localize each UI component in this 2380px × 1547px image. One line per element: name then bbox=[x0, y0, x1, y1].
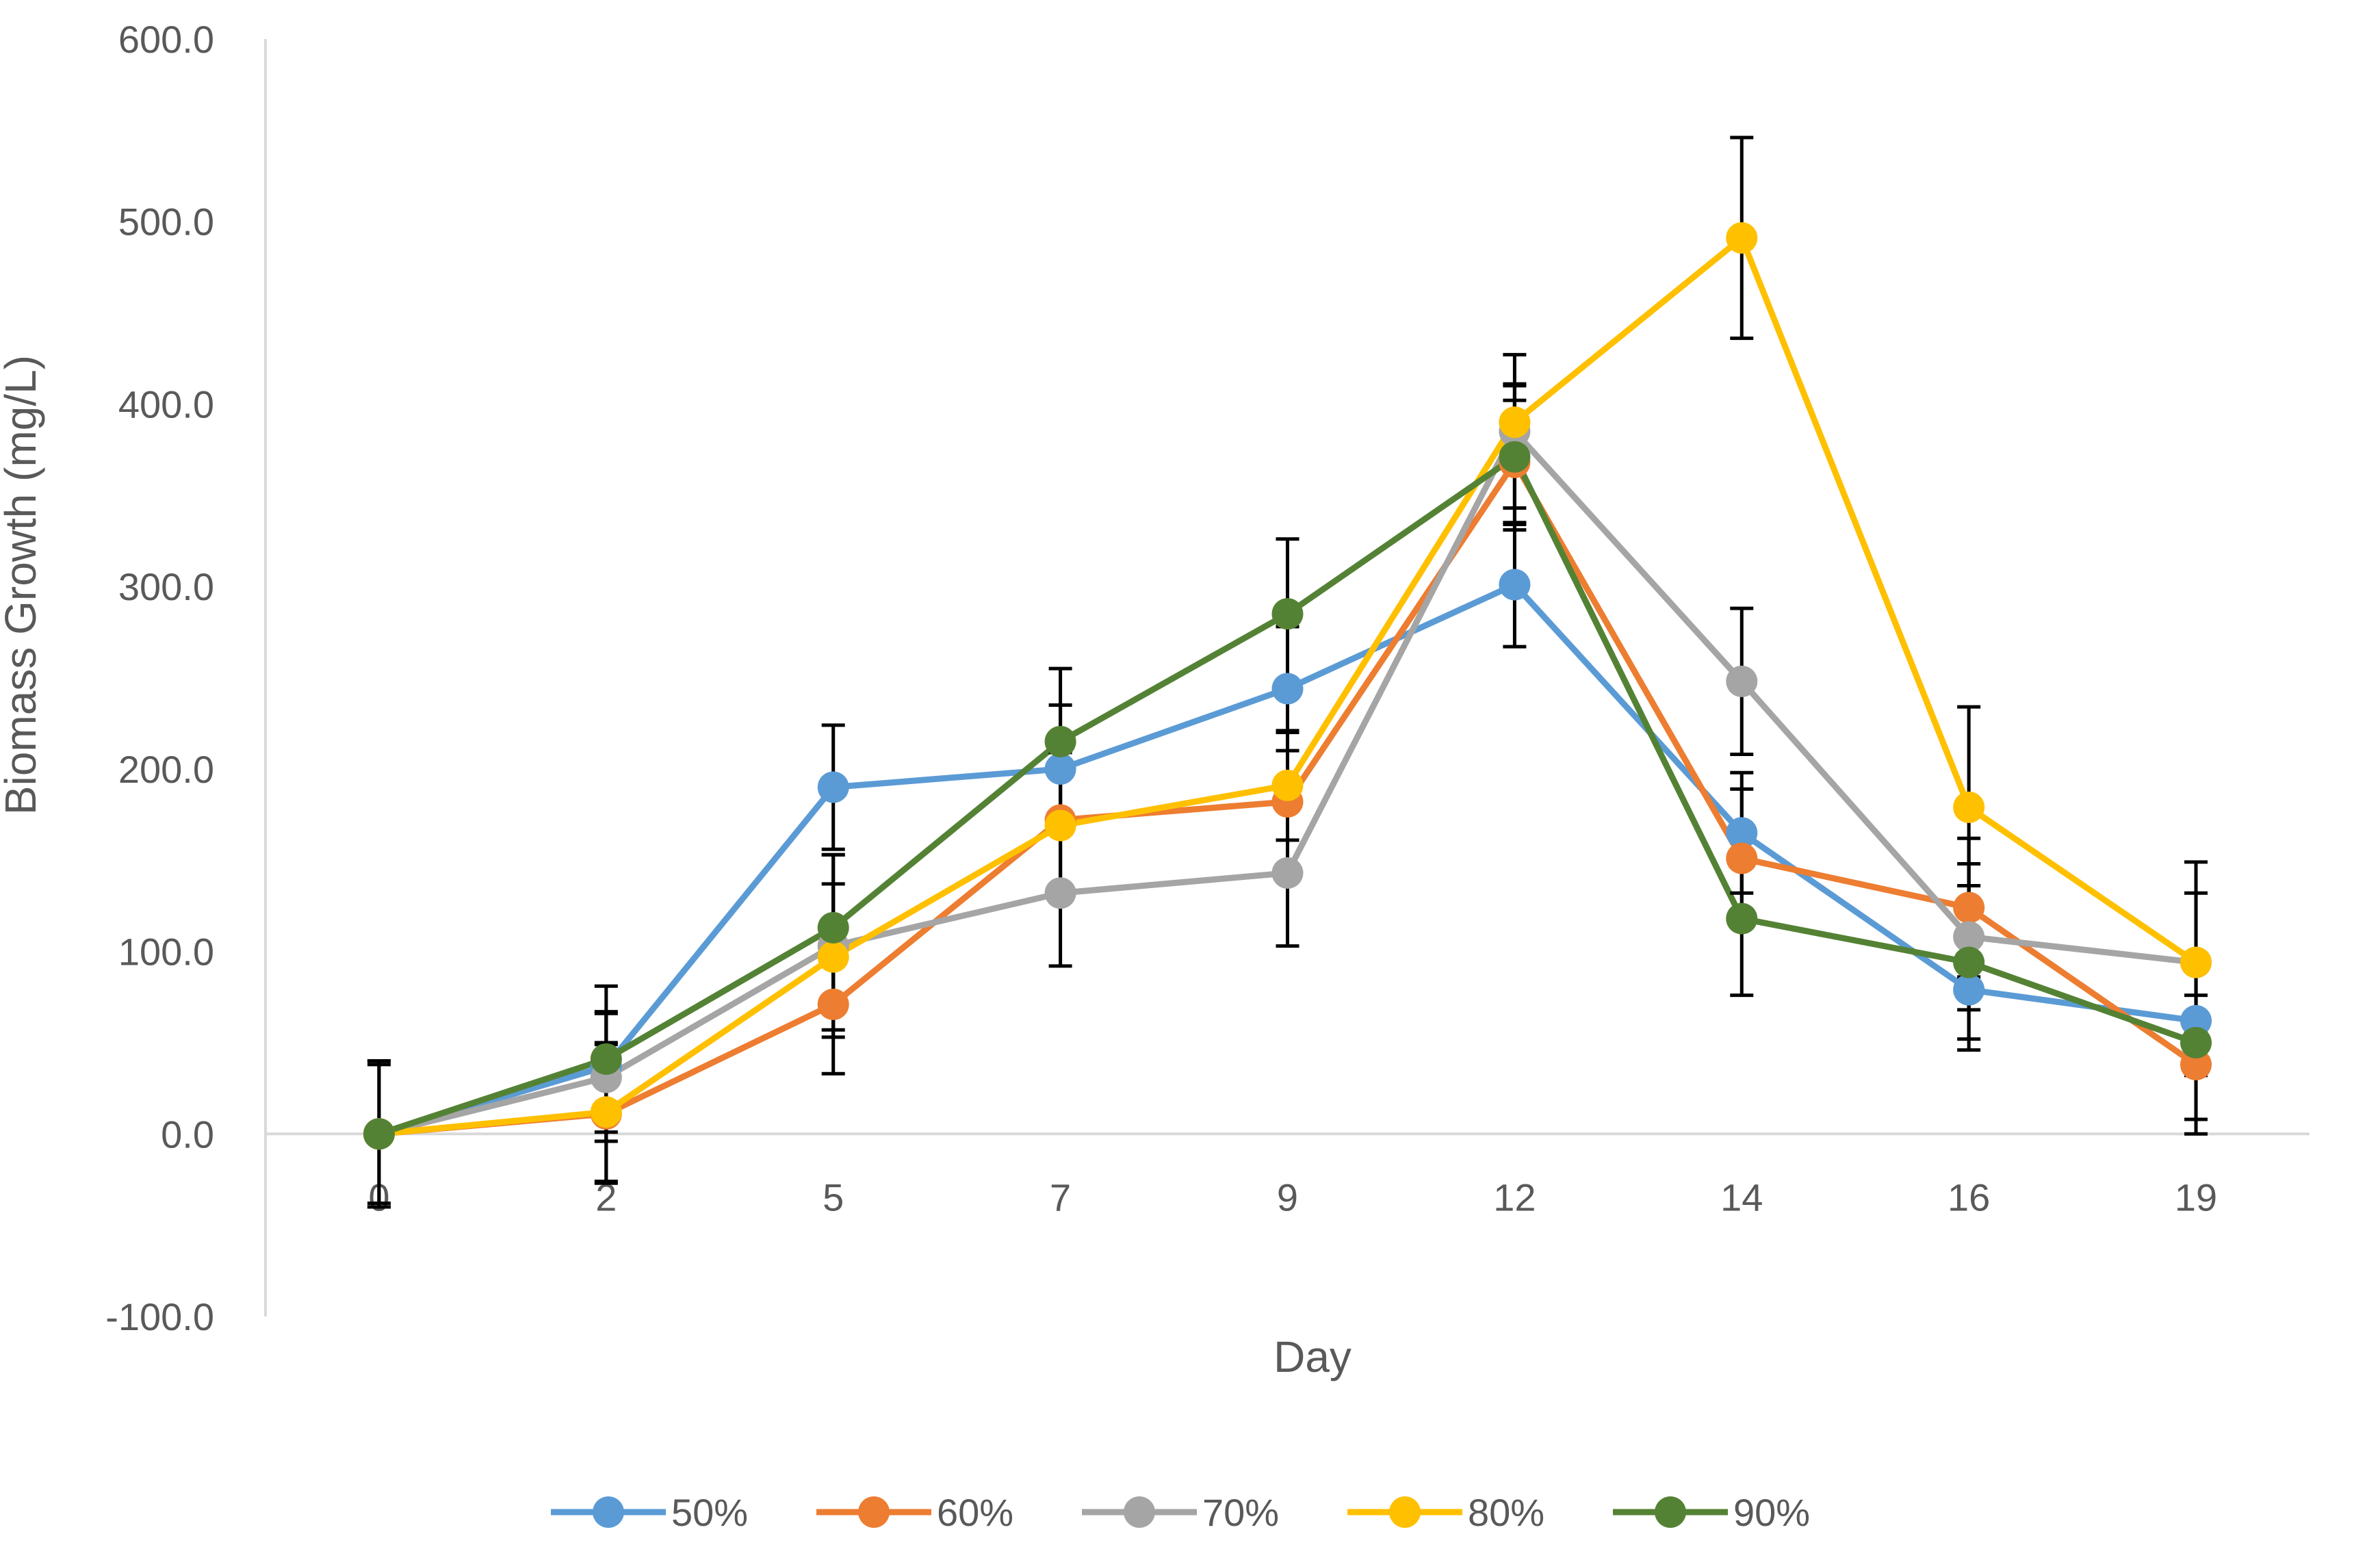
y-tick-label: -100.0 bbox=[105, 1295, 214, 1338]
legend-item: 90% bbox=[1613, 1491, 1810, 1534]
x-tick-label: 7 bbox=[1050, 1175, 1071, 1219]
legend-label: 80% bbox=[1468, 1491, 1544, 1534]
x-tick-label: 16 bbox=[1948, 1175, 1990, 1219]
legend-marker bbox=[858, 1496, 890, 1528]
data-point bbox=[1726, 842, 1758, 874]
legend-item: 70% bbox=[1082, 1491, 1279, 1534]
y-tick-label: 100.0 bbox=[118, 931, 214, 974]
data-point bbox=[1044, 753, 1076, 785]
data-point bbox=[817, 911, 849, 944]
legend-item: 80% bbox=[1347, 1491, 1544, 1534]
error-bars bbox=[367, 135, 2208, 1209]
legend-label: 60% bbox=[937, 1491, 1013, 1534]
x-tick-label: 5 bbox=[823, 1175, 844, 1219]
y-tick-label: 300.0 bbox=[118, 565, 214, 608]
data-point bbox=[2180, 946, 2212, 978]
legend-marker bbox=[1389, 1496, 1421, 1528]
legend-label: 50% bbox=[671, 1491, 748, 1534]
data-point bbox=[1726, 222, 1758, 254]
y-tick-label: 600.0 bbox=[118, 18, 214, 61]
data-point bbox=[817, 988, 849, 1020]
data-point bbox=[363, 1118, 395, 1150]
data-point bbox=[1271, 598, 1304, 630]
data-point bbox=[1726, 665, 1758, 697]
y-tick-label: 400.0 bbox=[118, 382, 214, 426]
legend-marker bbox=[1124, 1496, 1155, 1528]
data-point bbox=[1499, 441, 1531, 473]
series-markers bbox=[363, 222, 2212, 1150]
data-point bbox=[2180, 1048, 2212, 1080]
legend-item: 50% bbox=[551, 1491, 748, 1534]
data-point bbox=[1271, 857, 1304, 889]
data-point bbox=[1044, 725, 1076, 757]
data-point bbox=[1044, 877, 1076, 909]
x-tick-label: 12 bbox=[1493, 1175, 1536, 1219]
data-point bbox=[1499, 569, 1531, 601]
y-tick-label: 500.0 bbox=[118, 200, 214, 244]
data-point bbox=[1953, 946, 1985, 978]
x-tick-label: 9 bbox=[1277, 1175, 1298, 1219]
x-tick-label: 14 bbox=[1720, 1175, 1763, 1219]
data-point bbox=[2180, 1004, 2212, 1037]
legend: 50% 60% 70% 80% 90% bbox=[551, 1491, 1810, 1534]
data-point bbox=[1953, 974, 1985, 1006]
legend-marker bbox=[1655, 1496, 1686, 1528]
data-point bbox=[2180, 1026, 2212, 1058]
data-point bbox=[1044, 809, 1076, 842]
data-point bbox=[1726, 902, 1758, 935]
y-tick-labels: 600.0 500.0 400.0 300.0 200.0 100.0 0.0 -100.0 bbox=[105, 18, 214, 1338]
y-tick-label: 0.0 bbox=[161, 1113, 214, 1156]
data-point bbox=[590, 1096, 622, 1128]
data-point bbox=[1726, 817, 1758, 849]
legend-item: 60% bbox=[816, 1491, 1013, 1534]
data-point bbox=[1953, 791, 1985, 823]
data-point bbox=[1271, 673, 1304, 705]
data-point bbox=[817, 771, 849, 803]
data-point bbox=[1499, 406, 1531, 439]
x-axis-title: Day bbox=[1273, 1332, 1351, 1381]
legend-label: 90% bbox=[1733, 1491, 1810, 1534]
data-point bbox=[817, 941, 849, 973]
data-point bbox=[590, 1043, 622, 1075]
y-tick-label: 200.0 bbox=[118, 748, 214, 791]
y-axis-title: Biomass Growth (mg/L) bbox=[0, 355, 45, 815]
data-point bbox=[1271, 769, 1304, 801]
x-tick-label: 19 bbox=[2175, 1175, 2217, 1219]
data-point bbox=[1953, 892, 1985, 924]
data-point bbox=[1953, 921, 1985, 953]
legend-marker bbox=[593, 1496, 624, 1528]
legend-label: 70% bbox=[1202, 1491, 1279, 1534]
